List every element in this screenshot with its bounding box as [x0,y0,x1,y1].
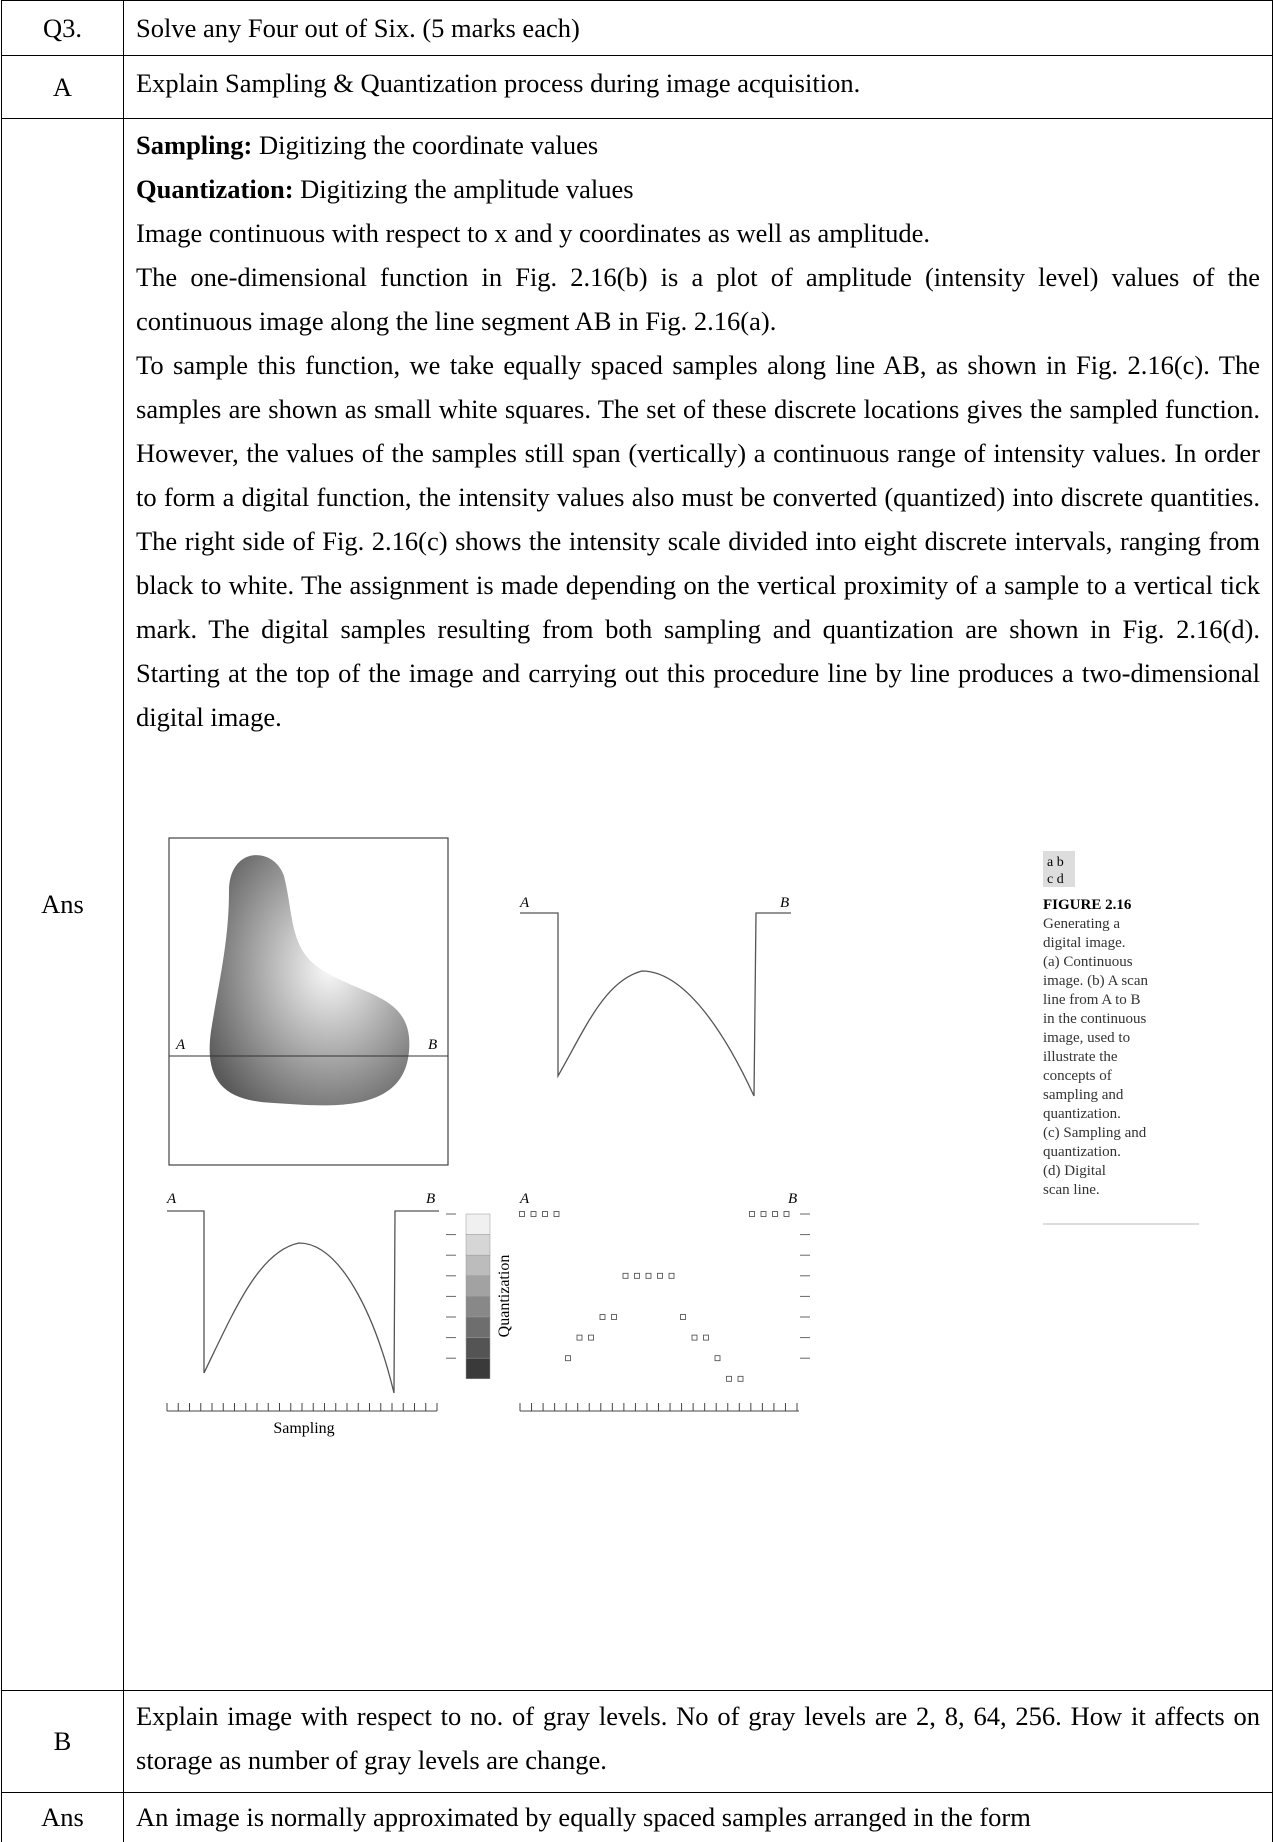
continuous-image [210,855,410,1105]
sample-group [520,1212,811,1412]
caption-line: scan line. [1043,1182,1100,1198]
caption-line: line from A to B [1043,992,1141,1008]
row: B Explain image with respect to no. of g… [2,1691,1273,1793]
point-label: A [166,1191,177,1207]
scan-profile [520,913,791,1096]
row-label: Q3. [2,1,124,56]
sample [589,1335,594,1340]
point-label: B [788,1191,797,1207]
text: Digitizing the amplitude values [294,174,634,204]
sample [773,1212,778,1217]
question: Solve any Four out of Six. (5 marks each… [124,1,1273,56]
sample [658,1273,663,1278]
caption-line: (a) Continuous [1043,954,1133,970]
row: Ans An image is normally approximated by… [2,1793,1273,1842]
panel-key: c d [1047,872,1064,887]
caption-line: (d) Digital [1043,1163,1106,1179]
point-label: B [428,1037,437,1053]
sample [543,1212,548,1217]
caption-line: illustrate the [1043,1049,1118,1065]
sample [612,1315,617,1320]
caption-line: digital image. [1043,935,1125,951]
sample [646,1273,651,1278]
row: Ans Sampling: Digitizing the coordinate … [2,119,1273,1691]
sample [554,1212,559,1217]
question: Explain image with respect to no. of gra… [124,1691,1273,1793]
tick-group [167,1403,437,1411]
gray-level [466,1235,490,1256]
paragraph: To sample this function, we take equally… [136,343,1260,739]
caption-line: image, used to [1043,1030,1130,1046]
sample [681,1315,686,1320]
sample [704,1335,709,1340]
caption-line: (c) Sampling and [1043,1125,1147,1141]
row-label: B [2,1691,124,1793]
row: A Explain Sampling & Quantization proces… [2,56,1273,119]
row-label: Ans [2,119,124,1691]
sample [692,1335,697,1340]
gray-level [466,1214,490,1235]
sample [784,1212,789,1217]
gray-level [466,1338,490,1359]
paragraph: Image continuous with respect to x and y… [136,211,1260,255]
sample [669,1273,674,1278]
caption-line: image. (b) A scan [1043,973,1148,989]
x-axis-label: Sampling [273,1420,334,1437]
gray-level [466,1255,490,1276]
caption-line: Generating a [1043,916,1120,932]
quantization-scale [446,1214,490,1379]
sample [715,1356,720,1361]
row-label: Ans [2,1793,124,1842]
sample [727,1376,732,1381]
sample [635,1273,640,1278]
caption-line: quantization. [1043,1144,1121,1160]
answer-table: Q3. Solve any Four out of Six. (5 marks … [1,0,1273,1842]
sample [750,1212,755,1217]
sample [623,1273,628,1278]
point-label: A [519,1191,530,1207]
panel-key: a b [1047,855,1064,870]
point-label: B [780,895,789,911]
caption: Generating a digital image. (a) Continuous… [1043,916,1148,1198]
sample [761,1212,766,1217]
caption-line: sampling and [1043,1087,1124,1103]
term: Sampling: [136,130,252,160]
sample [577,1335,582,1340]
y-axis-label: Quantization [496,1255,513,1338]
answer: An image is normally approximated by equ… [124,1793,1273,1842]
sample [566,1356,571,1361]
figure-title: FIGURE 2.16 [1043,897,1132,913]
figure: A B A B A B Sampling Quantization A B [164,831,1224,1441]
paragraph: Explain image with respect to no. of gra… [136,1694,1260,1782]
sample [520,1212,525,1217]
paragraph: Sampling: Digitizing the coordinate valu… [136,123,1260,167]
gray-level [466,1358,490,1379]
gray-level [466,1317,490,1338]
answer: Sampling: Digitizing the coordinate valu… [124,119,1273,1691]
row-label: A [2,56,124,119]
caption-line: in the continuous [1043,1011,1146,1027]
gray-level [466,1296,490,1317]
sample [738,1376,743,1381]
sample [600,1315,605,1320]
gray-level [466,1276,490,1297]
caption-line: quantization. [1043,1106,1121,1122]
sample [531,1212,536,1217]
point-label: B [426,1191,435,1207]
text: Digitizing the coordinate values [252,130,598,160]
row: Q3. Solve any Four out of Six. (5 marks … [2,1,1273,56]
point-label: A [519,895,530,911]
scan-profile [167,1211,439,1393]
question: Explain Sampling & Quantization process … [124,56,1273,119]
paragraph: The one-dimensional function in Fig. 2.1… [136,255,1260,343]
paragraph: Quantization: Digitizing the amplitude v… [136,167,1260,211]
term: Quantization: [136,174,294,204]
caption-line: concepts of [1043,1068,1112,1084]
page: Q3. Solve any Four out of Six. (5 marks … [0,0,1274,1842]
point-label: A [175,1037,186,1053]
